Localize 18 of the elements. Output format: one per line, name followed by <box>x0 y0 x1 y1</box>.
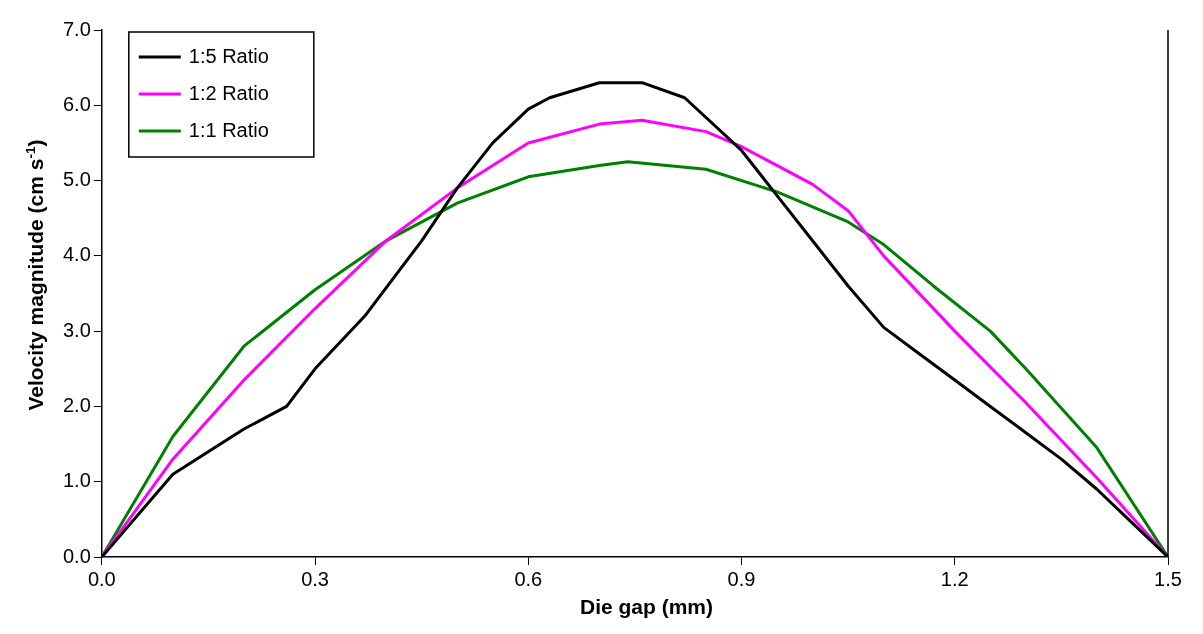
y-tick-label: 6.0 <box>62 92 91 115</box>
y-tick-label: 5.0 <box>62 168 91 191</box>
y-tick-label: 3.0 <box>62 318 91 341</box>
legend-label: 1:2 Ratio <box>188 81 269 104</box>
y-tick-label: 7.0 <box>62 17 91 40</box>
x-tick-label: 1.2 <box>940 567 969 590</box>
y-tick-label: 2.0 <box>62 393 91 416</box>
y-tick-label: 0.0 <box>62 544 91 567</box>
x-tick-label: 0.0 <box>87 567 116 590</box>
x-tick-label: 0.9 <box>727 567 756 590</box>
x-tick-label: 1.5 <box>1154 567 1182 590</box>
x-tick-label: 0.6 <box>514 567 543 590</box>
legend-label: 1:5 Ratio <box>188 44 269 67</box>
legend-label: 1:1 Ratio <box>188 118 269 141</box>
x-tick-label: 0.3 <box>301 567 329 590</box>
x-axis-title: Die gap (mm) <box>579 595 714 619</box>
y-tick-label: 1.0 <box>62 469 91 492</box>
y-tick-label: 4.0 <box>62 243 91 266</box>
